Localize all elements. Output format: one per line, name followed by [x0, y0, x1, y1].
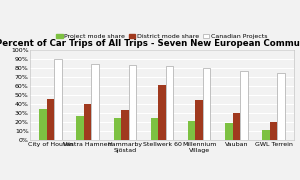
Bar [114, 118, 121, 140]
Bar [196, 100, 203, 140]
Legend: Project mode share, District mode share, Canadian Projects: Project mode share, District mode share,… [56, 34, 268, 39]
Bar [158, 85, 166, 140]
Bar [84, 103, 92, 140]
Bar [128, 65, 136, 140]
Bar [225, 123, 233, 140]
Bar [76, 116, 84, 140]
Bar [270, 122, 277, 140]
Bar [240, 71, 247, 140]
Bar [232, 113, 240, 140]
Bar [54, 58, 61, 140]
Bar [203, 68, 210, 140]
Bar [166, 66, 173, 140]
Title: Percent of Car Trips of All Trips - Seven New European Communities: Percent of Car Trips of All Trips - Seve… [0, 39, 300, 48]
Bar [262, 130, 270, 140]
Bar [47, 99, 54, 140]
Bar [277, 73, 285, 140]
Bar [92, 64, 99, 140]
Bar [39, 109, 47, 140]
Bar [188, 121, 196, 140]
Bar [151, 118, 158, 140]
Bar [121, 110, 128, 140]
